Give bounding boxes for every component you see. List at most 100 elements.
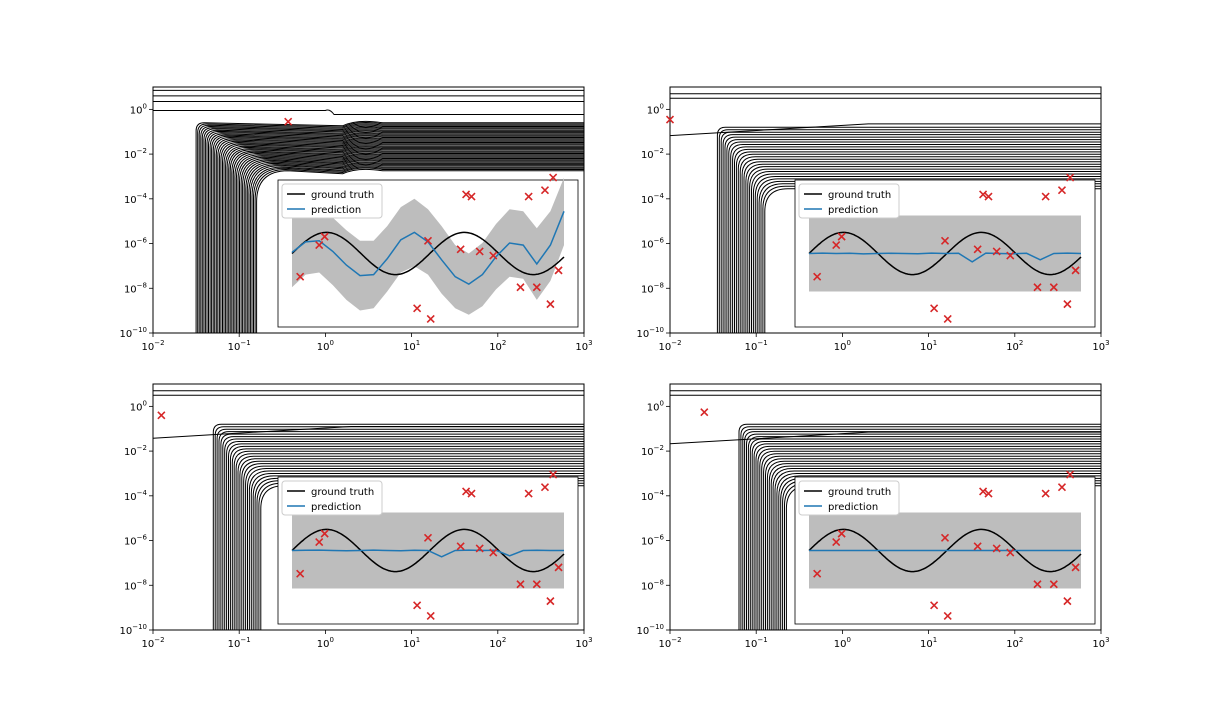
contour-line (670, 123, 1101, 137)
legend: ground truth prediction (798, 480, 900, 516)
contour-line (239, 458, 584, 630)
contour-line (212, 423, 584, 630)
observation-point (426, 611, 435, 620)
contour-lines (153, 390, 584, 630)
y-tick-label: 10−10 (636, 326, 664, 340)
contour-line (254, 477, 584, 630)
x-tick-label: 10−1 (745, 339, 768, 353)
observation-point (813, 272, 822, 281)
observation-point (1063, 300, 1072, 309)
contour-line (223, 142, 584, 333)
contour-line (243, 463, 584, 630)
contour-line (738, 423, 1101, 630)
y-tick-label: 10−10 (636, 623, 664, 637)
contour-line (749, 168, 1101, 333)
sample-point-marker (157, 411, 166, 420)
contour-line (751, 441, 1101, 630)
observation-point (1006, 548, 1015, 557)
contour-line (226, 441, 584, 630)
observation-point (467, 489, 476, 498)
x-tick-label: 10−1 (228, 636, 251, 650)
legend: ground truth prediction (281, 183, 383, 219)
x-tick-label: 10−2 (658, 339, 681, 353)
x-tick-label: 101 (920, 636, 937, 650)
legend-label-prediction: prediction (311, 502, 361, 513)
contour-line (203, 126, 584, 333)
contour-line (214, 426, 584, 630)
contour-line (224, 438, 584, 630)
y-tick-label: 10−8 (124, 281, 147, 295)
contour-line (218, 139, 584, 333)
contour-line (728, 141, 1101, 333)
contour-line (250, 473, 584, 630)
y-tick-label: 10−8 (124, 578, 147, 592)
contour-line (237, 154, 584, 333)
contour-line (765, 458, 1101, 630)
y-tick-label: 10−8 (641, 578, 664, 592)
contour-line (762, 185, 1101, 333)
contour-line (234, 151, 584, 333)
observation-point (554, 563, 563, 572)
legend-frame (281, 480, 383, 516)
contour-line (772, 468, 1101, 630)
contour-line (739, 156, 1101, 333)
contour-line (195, 120, 584, 333)
legend-label-ground-truth: ground truth (828, 190, 891, 201)
contour-line (248, 162, 584, 333)
subplot-2: 10−2 10−1 100 101 102 103 10−10 10−8 10−6 10−4 10−… (636, 86, 1110, 353)
observation-point (832, 537, 841, 547)
contour-line (237, 455, 584, 630)
y-tick-label: 10−8 (641, 281, 664, 295)
x-tick-label: 101 (403, 339, 420, 353)
observation-point (423, 533, 433, 542)
observation-point (524, 489, 533, 498)
prediction-line (291, 549, 564, 558)
contour-line (206, 129, 584, 333)
contour-line (766, 460, 1101, 630)
contour-line (153, 109, 584, 115)
x-tick-label: 100 (834, 636, 851, 650)
x-tick-label: 10−1 (228, 339, 251, 353)
observation-point (1071, 266, 1080, 275)
observation-point (930, 601, 939, 610)
contour-line (718, 129, 1101, 333)
legend-label-ground-truth: ground truth (311, 190, 374, 201)
x-tick-label: 103 (1092, 339, 1109, 353)
observation-point (549, 173, 558, 182)
contour-line (751, 171, 1101, 333)
y-tick-label: 10−4 (124, 192, 148, 206)
contour-line (740, 426, 1101, 630)
observation-point (1033, 580, 1042, 589)
contour-line (215, 136, 584, 333)
contour-line (745, 163, 1101, 333)
contour-line (243, 158, 584, 333)
observation-point (940, 236, 950, 245)
observation-point (315, 537, 324, 547)
observation-point (524, 192, 533, 201)
observation-point (554, 266, 563, 275)
contour-line (737, 153, 1101, 333)
observation-point (979, 190, 988, 199)
contour-line (201, 125, 584, 333)
x-tick-label: 10−2 (658, 636, 681, 650)
observation-point (475, 247, 484, 256)
contour-line (204, 128, 584, 333)
inset-axes: ground truth prediction (277, 470, 579, 625)
observation-point (984, 489, 993, 498)
contour-line (254, 167, 584, 333)
contour-line (756, 178, 1101, 333)
contour-line (200, 124, 584, 333)
x-tick-label: 102 (489, 636, 506, 650)
subplot-4: 10−2 10−1 100 101 102 103 10−10 10−8 10−6 10−4 10−… (636, 383, 1110, 650)
contour-lines (153, 89, 584, 333)
ground-truth-line (291, 528, 565, 573)
observation-point (456, 542, 465, 551)
contour-line (220, 433, 584, 630)
ground-truth-line (291, 231, 565, 276)
observation-point (532, 283, 541, 292)
legend-label-prediction: prediction (828, 205, 878, 216)
x-tick-label: 10−2 (141, 636, 164, 650)
y-tick-label: 10−4 (641, 489, 665, 503)
contour-line (726, 139, 1101, 333)
observation-point (475, 544, 484, 553)
